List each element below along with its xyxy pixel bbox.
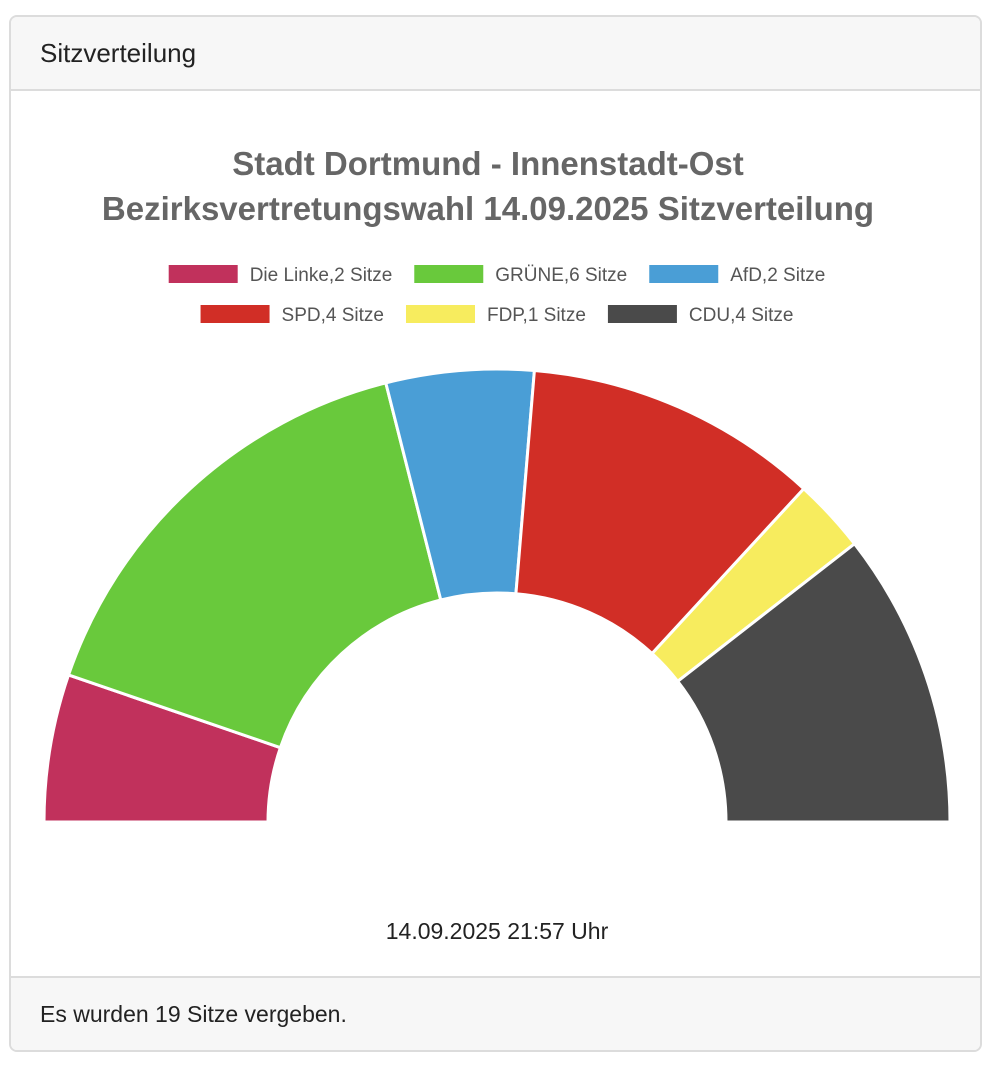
legend-label: GRÜNE,6 Sitze [495, 265, 627, 286]
legend-swatch [649, 265, 719, 283]
seat-distribution-chart: Stadt Dortmund - Innenstadt-Ost Bezirksv… [42, 145, 952, 944]
chart-legend: Die Linke,2 Sitze GRÜNE,6 Sitze AfD,2 Sitz… [168, 265, 825, 326]
legend-swatch [414, 265, 484, 283]
seat-distribution-card: Sitzverteilung Stadt Dortmund - Innensta… [9, 15, 982, 1052]
legend-item-grüne[interactable]: GRÜNE,6 Sitze [414, 265, 627, 286]
card-footer: Es wurden 19 Sitze vergeben. [11, 976, 980, 1050]
chart-title: Stadt Dortmund - Innenstadt-Ost [232, 145, 743, 182]
legend-item-spd[interactable]: SPD,4 Sitze [200, 305, 384, 326]
legend-swatch [168, 265, 238, 283]
card-header: Sitzverteilung [11, 17, 980, 91]
legend-swatch [405, 305, 475, 323]
legend-item-fdp[interactable]: FDP,1 Sitze [405, 305, 586, 326]
legend-label: SPD,4 Sitze [282, 305, 384, 326]
legend-label: CDU,4 Sitze [689, 305, 794, 326]
legend-item-afd[interactable]: AfD,2 Sitze [649, 265, 825, 286]
legend-item-die-linke[interactable]: Die Linke,2 Sitze [168, 265, 393, 286]
legend-item-cdu[interactable]: CDU,4 Sitze [607, 305, 794, 326]
slice-grüne[interactable] [67, 381, 443, 750]
legend-swatch [200, 305, 270, 323]
legend-swatch [607, 305, 677, 323]
chart-timestamp: 14.09.2025 21:57 Uhr [386, 918, 609, 944]
legend-label: FDP,1 Sitze [487, 305, 586, 326]
seat-summary-text: Es wurden 19 Sitze vergeben. [40, 1000, 347, 1027]
card-header-title: Sitzverteilung [40, 37, 197, 68]
legend-label: Die Linke,2 Sitze [250, 265, 393, 286]
slice-cdu[interactable] [676, 542, 952, 824]
chart-slices [42, 367, 952, 824]
chart-subtitle: Bezirksvertretungswahl 14.09.2025 Sitzve… [102, 190, 874, 227]
legend-label: AfD,2 Sitze [730, 265, 825, 286]
